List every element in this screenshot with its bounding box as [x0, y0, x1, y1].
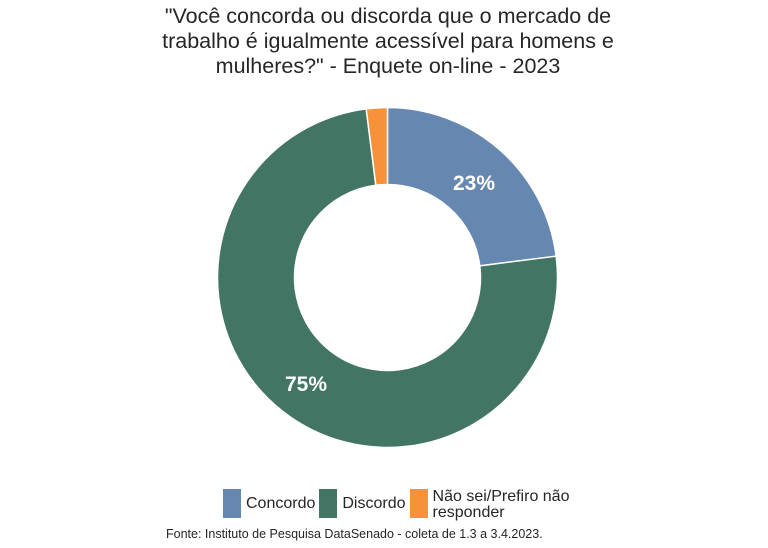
chart-source: Fonte: Instituto de Pesquisa DataSenado … [166, 527, 543, 541]
legend-swatch-discordo [319, 489, 338, 518]
legend-swatch-nao-sei [409, 489, 428, 518]
donut-slice-concordo [386, 106, 557, 267]
donut-slice-discordo [216, 108, 559, 449]
title-line-2: trabalho é igualmente acessível para hom… [162, 29, 614, 53]
legend-item-nao-sei: Não sei/Prefiro não responder [409, 489, 583, 521]
legend-item-concordo: Concordo [223, 489, 315, 518]
chart-title: "Você concorda ou discorda que o mercado… [0, 4, 768, 79]
chart-legend: Concordo Discordo Não sei/Prefiro não re… [223, 489, 587, 521]
legend-swatch-concordo [223, 489, 241, 518]
title-line-3: mulheres?" - Enquete on-line - 2023 [215, 54, 561, 78]
legend-label-concordo: Concordo [246, 495, 316, 512]
legend-label-nao-sei-line1: Não sei/Prefiro não [432, 488, 570, 505]
donut-slices [216, 106, 559, 449]
legend-label-nao-sei: Não sei/Prefiro não responder [433, 489, 583, 521]
slice-label-discordo: 75% [285, 373, 327, 396]
title-line-1: "Você concorda ou discorda que o mercado… [164, 4, 612, 28]
donut-slice-não [365, 106, 389, 187]
legend-label-nao-sei-line2: responder [432, 504, 505, 521]
slice-label-concordo: 23% [453, 172, 495, 195]
legend-label-discordo: Discordo [342, 495, 406, 512]
legend-item-discordo: Discordo [319, 489, 406, 518]
